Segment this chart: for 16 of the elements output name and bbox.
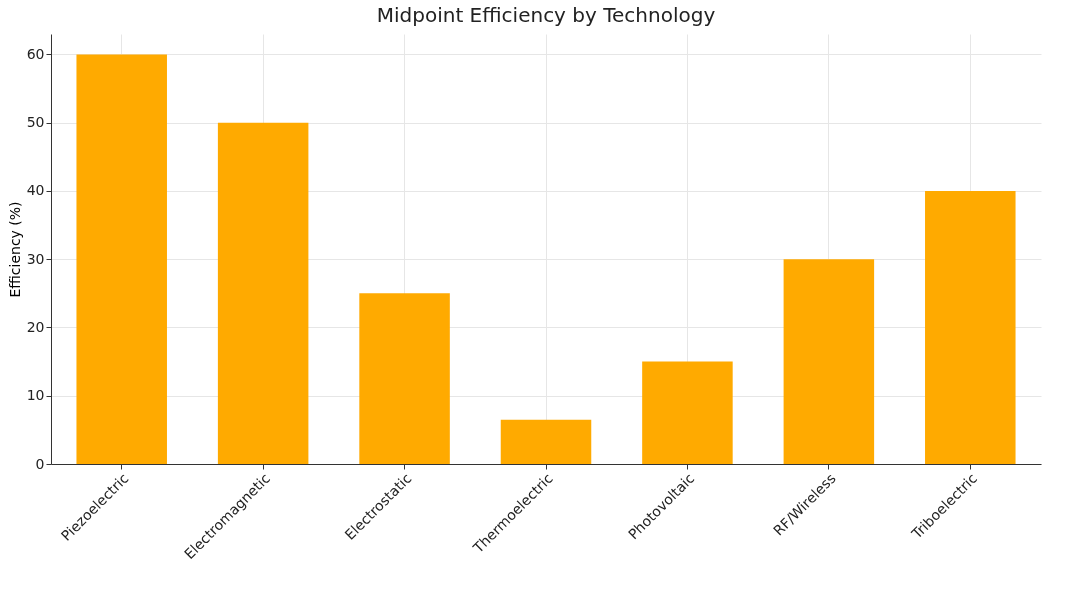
bar xyxy=(925,190,1016,464)
bar xyxy=(359,293,450,464)
chart-title: Midpoint Efficiency by Technology xyxy=(376,3,716,27)
bar xyxy=(500,419,592,464)
bar xyxy=(217,122,309,464)
y-tick-label: 40 xyxy=(26,182,45,199)
y-tick-label: 60 xyxy=(26,45,45,62)
bar xyxy=(783,259,875,464)
y-tick-label: 10 xyxy=(26,387,45,404)
y-tick-label: 20 xyxy=(26,318,45,335)
bar xyxy=(642,361,733,464)
y-tick-label: 0 xyxy=(35,455,45,472)
y-tick-label: 50 xyxy=(26,114,45,131)
y-axis-title: Efficiency (%) xyxy=(6,201,23,298)
y-tick-label: 30 xyxy=(26,250,45,267)
bar xyxy=(76,54,167,464)
